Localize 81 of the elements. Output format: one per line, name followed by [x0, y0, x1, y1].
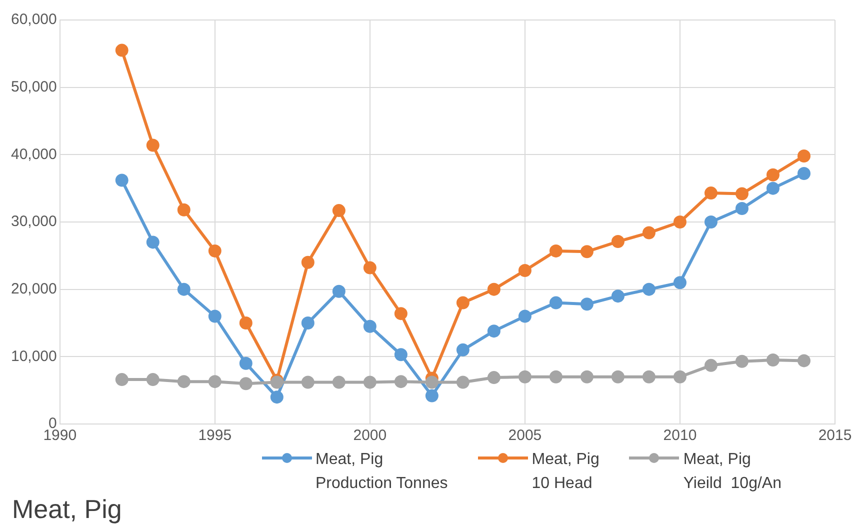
point	[487, 371, 500, 384]
point	[239, 316, 252, 330]
point	[642, 282, 656, 296]
point	[735, 187, 748, 200]
point	[332, 376, 346, 389]
point	[580, 245, 594, 258]
x-tick-label: 1995	[198, 427, 232, 444]
point	[549, 244, 562, 258]
point	[673, 370, 686, 384]
point	[146, 236, 160, 249]
point	[673, 276, 686, 290]
point	[456, 376, 470, 389]
point	[115, 44, 128, 57]
point	[518, 264, 532, 277]
y-tick-label: 40,000	[10, 146, 57, 163]
point	[766, 168, 780, 182]
point	[797, 150, 810, 163]
point	[549, 370, 562, 384]
point	[208, 310, 222, 323]
point	[425, 389, 438, 402]
point	[518, 310, 532, 323]
point	[549, 296, 562, 310]
point	[611, 290, 624, 303]
point	[704, 358, 718, 372]
point	[332, 204, 346, 218]
point	[115, 373, 128, 386]
point	[177, 375, 190, 388]
y-tick-label: 10,000	[10, 348, 57, 365]
point	[797, 354, 810, 368]
point	[363, 376, 376, 389]
point	[766, 182, 780, 195]
point	[642, 226, 656, 240]
y-tick-label: 30,000	[10, 213, 57, 230]
point	[704, 186, 718, 200]
point	[332, 284, 346, 298]
point	[580, 370, 594, 384]
point	[115, 174, 128, 187]
point	[766, 354, 780, 367]
point	[177, 282, 190, 296]
point	[239, 356, 252, 370]
y-tick-label: 60,000	[10, 11, 57, 28]
point	[208, 375, 222, 388]
point	[363, 320, 376, 333]
y-tick-label: 20,000	[10, 280, 57, 298]
point	[797, 167, 810, 180]
point	[735, 354, 748, 368]
point	[394, 348, 408, 362]
point	[456, 296, 470, 310]
point	[487, 324, 500, 338]
point	[735, 202, 748, 216]
x-tick-label: 2015	[818, 427, 852, 444]
point	[642, 370, 656, 384]
point	[146, 373, 160, 386]
point	[611, 235, 624, 248]
point	[704, 216, 718, 228]
x-tick-label: 2010	[663, 427, 697, 444]
point	[580, 298, 594, 311]
legend-label: Meat, Pig Production Tonnes	[316, 450, 448, 494]
legend-label: Meat, Pig Yieild 10g/An	[683, 450, 782, 494]
point	[673, 216, 686, 228]
point	[239, 377, 252, 390]
point	[177, 203, 190, 216]
y-tick-label: 50,000	[10, 78, 57, 96]
point	[456, 343, 470, 356]
x-tick-label: 2005	[508, 427, 542, 444]
point	[518, 370, 532, 384]
point	[301, 256, 314, 269]
point	[301, 376, 314, 389]
text: Meat, Pig	[12, 494, 122, 525]
point	[363, 261, 376, 274]
point	[611, 370, 624, 384]
point	[487, 282, 500, 296]
point	[425, 376, 438, 389]
x-tick-label: 2000	[353, 427, 387, 444]
point	[270, 390, 284, 404]
legend-label: Meat, Pig 10 Head	[532, 450, 600, 494]
point	[394, 307, 408, 320]
point	[208, 244, 222, 258]
point	[394, 375, 408, 388]
point	[301, 316, 314, 330]
point	[146, 138, 160, 152]
